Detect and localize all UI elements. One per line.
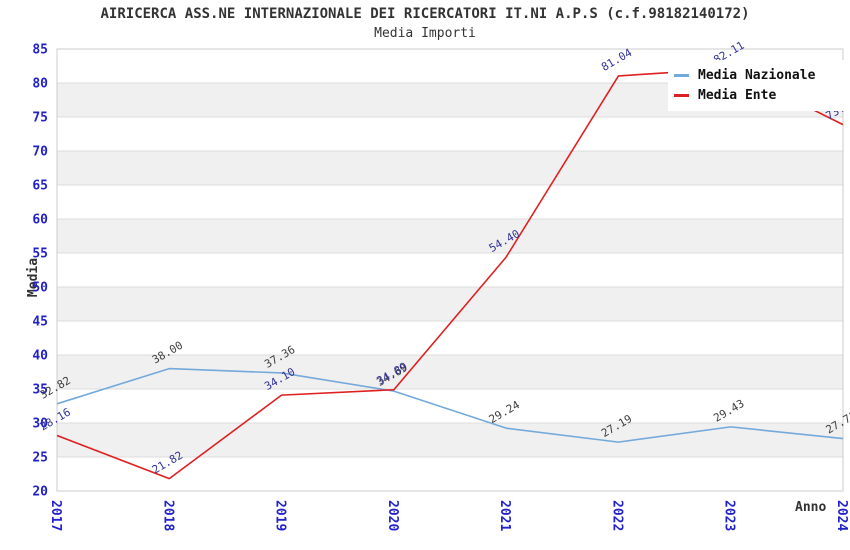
media-nazionale-line — [56, 367, 844, 443]
x-tick-label: 2021 — [497, 500, 512, 531]
y-tick-label: 25 — [32, 451, 48, 466]
y-tick-label: 30 — [32, 417, 48, 432]
x-tick-label: 2017 — [48, 500, 63, 531]
y-tick-label: 60 — [32, 213, 48, 228]
plot-band — [57, 355, 843, 389]
plot-border — [56, 48, 844, 492]
x-tick-label: 2018 — [160, 500, 175, 531]
plot-band — [57, 253, 843, 287]
plot-band — [57, 117, 843, 151]
chart-subtitle: Media Importi — [374, 26, 476, 41]
plot-band — [57, 151, 843, 185]
x-tick-label: 2019 — [273, 500, 288, 531]
legend-item-media-nazionale: Media Nazionale — [674, 65, 850, 85]
y-tick-label: 35 — [32, 383, 48, 398]
x-tick-label: 2020 — [385, 500, 400, 531]
legend-label-media-ente: Media Ente — [698, 87, 777, 103]
y-tick-label: 65 — [32, 179, 48, 194]
y-tick-label: 80 — [32, 77, 48, 92]
y-tick-label: 75 — [32, 111, 48, 126]
x-tick-label: 2024 — [834, 500, 849, 531]
media-ente-line-swatch — [674, 93, 689, 97]
plot-band — [57, 287, 843, 321]
plot-band — [57, 457, 843, 491]
x-tick-label: 2023 — [722, 500, 737, 531]
plot-band — [57, 219, 843, 253]
y-tick-label: 20 — [32, 485, 48, 500]
x-tick-label: 2022 — [609, 500, 624, 531]
y-tick-label: 55 — [32, 247, 48, 262]
plot-band — [57, 321, 843, 355]
plot-area: 20 25 30 35 40 45 50 55 60 65 70 75 80 85 2017 2018 2019… — [32, 39, 850, 532]
legend: Media Nazionale Media Ente — [668, 60, 850, 111]
y-tick-label: 50 — [32, 281, 48, 296]
chart-title: AIRICERCA ASS.NE INTERNAZIONALE DEI RICE… — [100, 6, 750, 22]
y-tick-label: 40 — [32, 349, 48, 364]
legend-label-media-nazionale: Media Nazionale — [698, 67, 816, 83]
y-tick-label: 85 — [32, 43, 48, 58]
media-nazionale-line-swatch — [674, 73, 689, 77]
plot-band — [57, 389, 843, 423]
y-tick-label: 70 — [32, 145, 48, 160]
plot-band — [57, 185, 843, 219]
legend-item-media-ente: Media Ente — [674, 85, 850, 105]
y-tick-label: 45 — [32, 315, 48, 330]
x-axis-title: Anno — [795, 500, 827, 515]
